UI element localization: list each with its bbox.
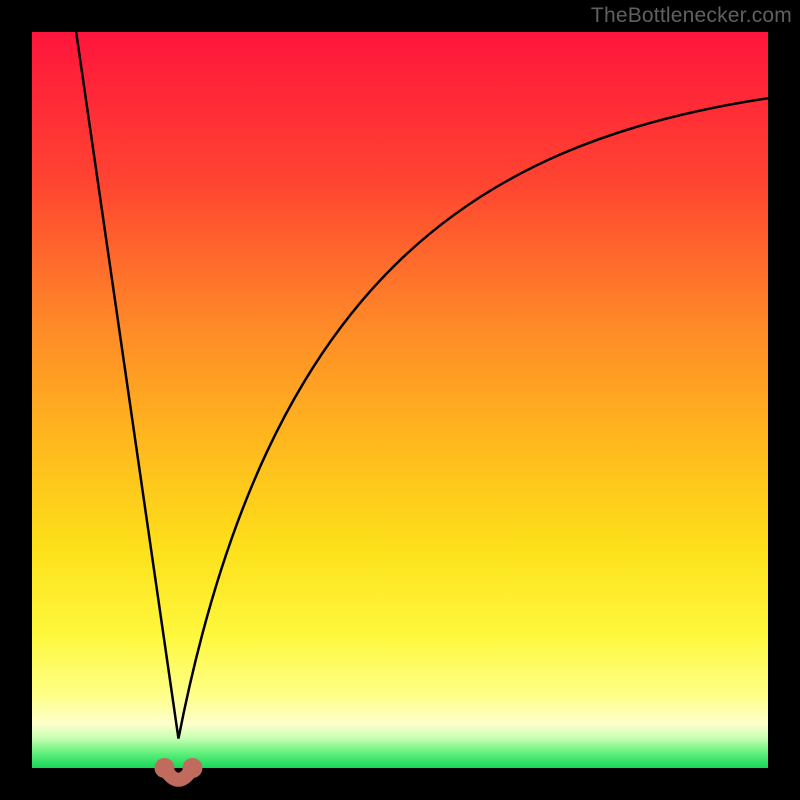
bottom-marker-0: [154, 758, 174, 778]
plot-background: [32, 32, 768, 768]
plot-svg: [0, 0, 800, 800]
bottom-marker-1: [182, 758, 202, 778]
root: TheBottlenecker.com: [0, 0, 800, 800]
